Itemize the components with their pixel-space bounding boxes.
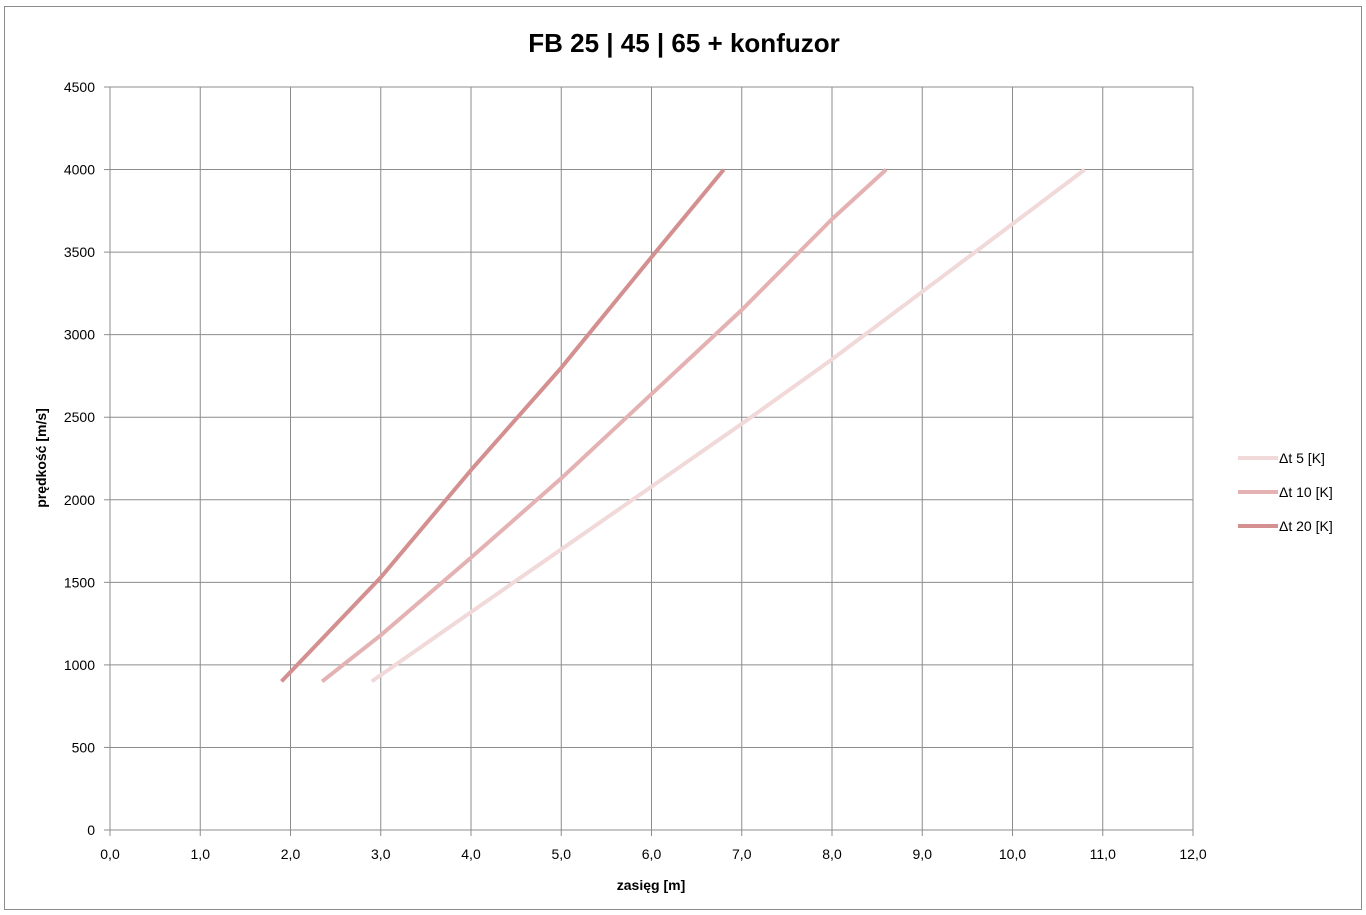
legend: Δt 5 [K] Δt 10 [K] Δt 20 [K] [1238, 450, 1333, 534]
legend-label: Δt 10 [K] [1279, 484, 1333, 500]
legend-label: Δt 20 [K] [1279, 518, 1333, 534]
y-tick-label: 0 [87, 822, 95, 838]
x-axis-title: zasięg [m] [617, 877, 685, 893]
x-tick-label: 1,0 [191, 846, 211, 862]
series-line-3 [280, 168, 726, 683]
y-tick-label: 4000 [64, 162, 95, 178]
y-tick-label: 4500 [64, 79, 95, 95]
x-tick-label: 12,0 [1179, 846, 1206, 862]
x-tick-label: 10,0 [999, 846, 1026, 862]
x-tick-label: 8,0 [822, 846, 842, 862]
x-tick-label: 4,0 [461, 846, 481, 862]
axes [104, 86, 1194, 836]
tick-labels: 0,0 1,0 2,0 3,0 4,0 5,0 6,0 7,0 8,0 9,0 10,0 11,0 12… [64, 79, 1207, 862]
x-tick-label: 11,0 [1090, 846, 1116, 862]
series-lines [280, 168, 1086, 684]
y-tick-label: 2000 [64, 492, 95, 508]
y-tick-label: 3500 [64, 244, 95, 260]
y-tick-label: 1000 [64, 657, 95, 673]
x-tick-label: 5,0 [552, 846, 572, 862]
x-tick-label: 6,0 [642, 846, 662, 862]
x-tick-label: 0,0 [100, 846, 120, 862]
x-tick-label: 9,0 [913, 846, 933, 862]
series-line-2 [320, 168, 888, 683]
legend-label: Δt 5 [K] [1279, 450, 1325, 466]
x-tick-label: 2,0 [281, 846, 301, 862]
chart-title: FB 25 | 45 | 65 + konfuzor [528, 28, 839, 58]
y-axis-title: prędkość [m/s] [33, 408, 49, 508]
series-line-1 [370, 168, 1086, 684]
x-tick-label: 7,0 [732, 846, 752, 862]
y-tick-label: 1500 [64, 574, 95, 590]
y-tick-label: 500 [72, 739, 96, 755]
chart-frame [4, 6, 1362, 910]
gridlines [109, 86, 1194, 831]
x-tick-label: 3,0 [371, 846, 391, 862]
y-tick-label: 3000 [64, 327, 95, 343]
y-tick-label: 2500 [64, 409, 95, 425]
